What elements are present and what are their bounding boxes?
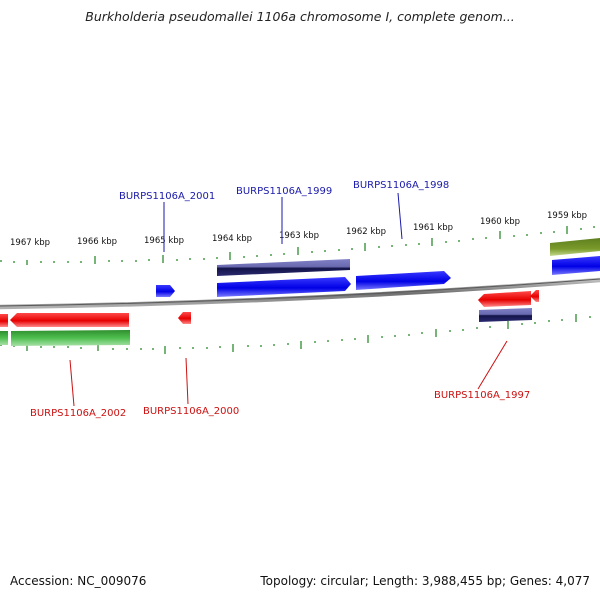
- feature-green-left-stub[interactable]: [0, 331, 8, 345]
- gene-arrow-burps1106a-1998[interactable]: [356, 271, 451, 290]
- gene-arrow-burps1106a-1999[interactable]: [217, 277, 351, 297]
- tick-label-1964: 1964 kbp: [212, 234, 252, 244]
- forward-strand-features[interactable]: [156, 238, 600, 297]
- top-tick-track: [0, 226, 595, 265]
- tick-label-1966: 1966 kbp: [77, 237, 117, 247]
- feature-olive-right[interactable]: [550, 238, 600, 256]
- accession-text: Accession: NC_009076: [10, 574, 147, 588]
- reverse-strand-features[interactable]: [0, 290, 539, 346]
- gene-arrow-burps1106a-2001[interactable]: [156, 285, 175, 297]
- tick-label-1960: 1960 kbp: [480, 217, 520, 227]
- gene-arrow-burps1106a-2000[interactable]: [178, 312, 191, 324]
- gene-arrow-right-edge[interactable]: [552, 256, 600, 275]
- gene-arrow-small-1997b[interactable]: [530, 290, 539, 302]
- tick-label-1959: 1959 kbp: [547, 211, 587, 221]
- genome-summary-text: Topology: circular; Length: 3,988,455 bp…: [260, 574, 590, 588]
- tick-label-1967: 1967 kbp: [10, 238, 50, 248]
- gene-label-burps1106a-1999: BURPS1106A_1999: [236, 186, 332, 197]
- tick-label-1961: 1961 kbp: [413, 223, 453, 233]
- genome-backbone: [0, 277, 600, 310]
- gene-arrow-burps1106a-1997[interactable]: [478, 291, 531, 307]
- bottom-tick-track: [0, 314, 591, 354]
- gene-arrow-left-edge[interactable]: [0, 314, 8, 327]
- feature-green-burps1106a-2002[interactable]: [11, 330, 130, 346]
- gene-label-burps1106a-2001: BURPS1106A_2001: [119, 191, 215, 202]
- feature-band-burps1106a-1999[interactable]: [217, 259, 350, 276]
- feature-band-burps1106a-1997[interactable]: [479, 308, 532, 322]
- gene-labels: BURPS1106A_2001 BURPS1106A_1999 BURPS110…: [30, 180, 530, 419]
- gene-label-burps1106a-1997: BURPS1106A_1997: [434, 390, 530, 401]
- tick-label-1963: 1963 kbp: [279, 231, 319, 241]
- gene-arrow-burps1106a-2002[interactable]: [10, 313, 129, 327]
- tick-label-1962: 1962 kbp: [346, 227, 386, 237]
- gene-label-burps1106a-2000: BURPS1106A_2000: [143, 406, 239, 417]
- scale-labels: 1967 kbp 1966 kbp 1965 kbp 1964 kbp 1963…: [10, 211, 587, 248]
- gene-label-burps1106a-1998: BURPS1106A_1998: [353, 180, 449, 191]
- page-title: Burkholderia pseudomallei 1106a chromoso…: [85, 9, 515, 24]
- gene-label-burps1106a-2002: BURPS1106A_2002: [30, 408, 126, 419]
- label-connectors: [69, 192, 508, 407]
